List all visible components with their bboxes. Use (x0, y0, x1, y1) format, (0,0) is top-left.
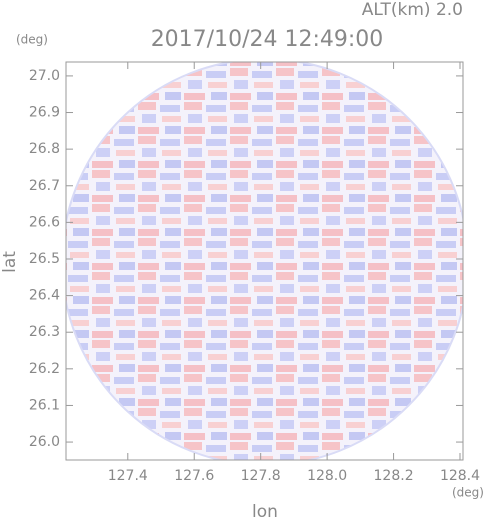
y-axis-label: lat (0, 251, 20, 273)
x-tick-label: 128.2 (374, 468, 414, 484)
x-axis-label: lon (252, 502, 278, 521)
subtitle: ALT(km) 2.0 (362, 0, 463, 20)
y-unit: (deg) (16, 33, 48, 47)
y-tick-label: 26.9 (29, 105, 60, 121)
y-tick-label: 27.0 (29, 68, 60, 84)
y-tick-label: 26.5 (29, 251, 60, 267)
x-tick-label: 128.0 (307, 468, 347, 484)
axes-frame (65, 61, 464, 461)
y-tick-label: 26.1 (29, 397, 60, 413)
y-tick-label: 26.8 (29, 141, 60, 157)
chart-title: 2017/10/24 12:49:00 (151, 27, 384, 52)
y-tick-label: 26.6 (29, 214, 60, 230)
y-tick-label: 26.2 (29, 361, 60, 377)
y-tick-label: 26.3 (29, 324, 60, 340)
x-tick-label: 127.8 (241, 468, 281, 484)
y-tick-label: 26.0 (29, 434, 60, 450)
y-tick-label: 26.4 (29, 288, 60, 304)
x-tick-label: 128.4 (440, 468, 480, 484)
x-tick-label: 127.4 (108, 468, 148, 484)
x-unit: (deg) (452, 486, 484, 500)
y-tick-label: 26.7 (29, 178, 60, 194)
x-tick-label: 127.6 (174, 468, 214, 484)
radar-echo (66, 62, 463, 460)
